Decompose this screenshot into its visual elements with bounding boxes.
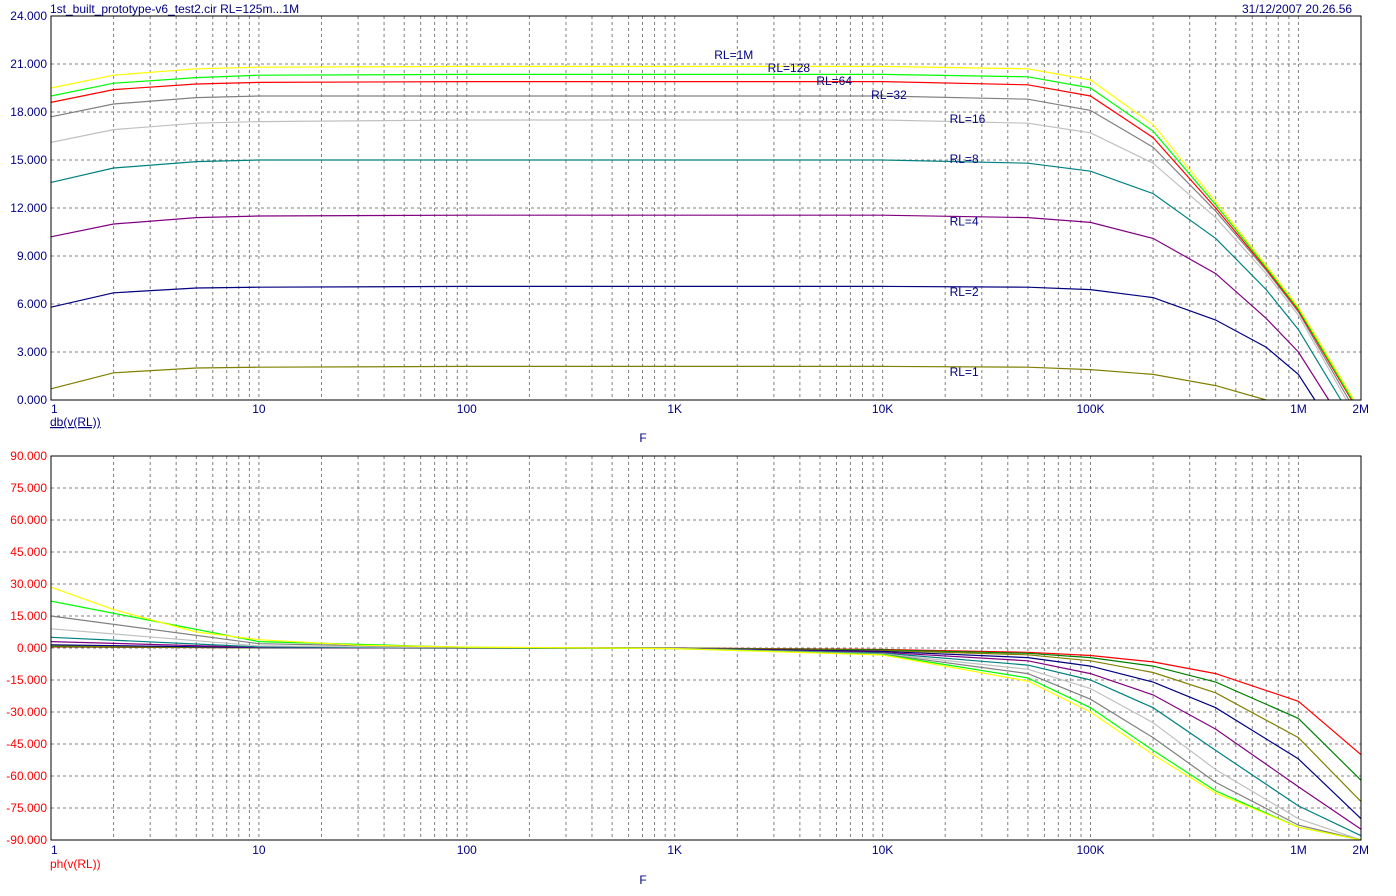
x-tick-label: 2M: [1352, 843, 1369, 857]
x-tick-label: 100K: [1076, 402, 1104, 416]
series-line-rl-2: [50, 645, 1362, 781]
x-tick-label: 10: [252, 402, 266, 416]
y-tick-label: 75.000: [10, 481, 47, 495]
series-line-rl-64: [50, 628, 1362, 841]
x-tick-label: 1: [51, 402, 58, 416]
series-line-rl-1m: [50, 586, 1362, 841]
x-tick-label: 1M: [1290, 402, 1307, 416]
x-tick-label: 1: [51, 843, 58, 857]
series-line-rl-32: [50, 95, 1350, 401]
y-tick-label: 9.000: [17, 249, 47, 263]
y-tick-label: 15.000: [10, 609, 47, 623]
y-axis-label: ph(v(RL)): [50, 857, 101, 871]
series-line-rl-128: [50, 73, 1354, 401]
x-tick-label: 10: [252, 843, 266, 857]
series-line-rl-4: [50, 214, 1330, 401]
series-line-rl-8: [50, 159, 1342, 401]
series-label: RL=128: [768, 61, 811, 75]
y-tick-label: -30.000: [6, 705, 47, 719]
y-tick-label: 15.000: [10, 153, 47, 167]
y-tick-label: -90.000: [6, 833, 47, 847]
x-tick-label: 100K: [1076, 843, 1104, 857]
series-label: RL=64: [816, 74, 852, 88]
y-tick-label: 0.000: [17, 393, 47, 407]
y-tick-label: 3.000: [17, 345, 47, 359]
series-line-rl-2: [50, 285, 1316, 401]
y-tick-label: -60.000: [6, 769, 47, 783]
series-label: RL=1M: [714, 48, 753, 62]
phase-panel: -90.000 -75.000 -60.000 -45.000 -30.000 -15.0…: [6, 449, 1369, 887]
y-tick-label: 90.000: [10, 449, 47, 463]
series-line-rl-16: [50, 641, 1362, 830]
chart-title: 1st_built_prototype-v6_test2.cir RL=125m…: [50, 2, 300, 16]
x-tick-label: 10K: [872, 402, 893, 416]
magnitude-grid: [51, 16, 1361, 400]
series-label: RL=32: [871, 88, 907, 102]
y-tick-label: 21.000: [10, 57, 47, 71]
x-tick-label: 1M: [1290, 843, 1307, 857]
x-tick-label: 100: [457, 843, 477, 857]
x-tick-label: 100: [457, 402, 477, 416]
x-tick-label: 1K: [667, 843, 682, 857]
x-tick-label: 10K: [872, 843, 893, 857]
magnitude-frame: [50, 15, 1362, 401]
y-tick-label: 24.000: [10, 9, 47, 23]
y-tick-label: 60.000: [10, 513, 47, 527]
magnitude-panel: RL=1 RL=2 RL=4 RL=8 RL=16 RL=32 RL=64 RL=128 RL=…: [10, 9, 1369, 445]
y-axis-label: db(v(RL)): [50, 415, 101, 429]
series-label: RL=2: [950, 285, 979, 299]
series-line-rl-1: [50, 365, 1267, 401]
timestamp: 31/12/2007 20.26.56: [1242, 2, 1353, 16]
y-tick-label: 30.000: [10, 577, 47, 591]
y-tick-label: -15.000: [6, 673, 47, 687]
y-tick-label: -45.000: [6, 737, 47, 751]
series-line-rl-16: [50, 119, 1347, 401]
x-tick-label: 2M: [1352, 402, 1369, 416]
series-line-rl-32: [50, 636, 1362, 837]
phase-frame: [50, 455, 1362, 841]
x-axis-label: F: [639, 431, 646, 445]
y-tick-label: 45.000: [10, 545, 47, 559]
y-tick-label: 0.000: [17, 641, 47, 655]
y-tick-label: -75.000: [6, 801, 47, 815]
x-tick-label: 1K: [667, 402, 682, 416]
y-tick-label: 6.000: [17, 297, 47, 311]
series-line-rl-1m: [50, 65, 1355, 401]
x-axis-label: F: [639, 873, 646, 887]
series-label: RL=4: [950, 215, 979, 229]
y-tick-label: 12.000: [10, 201, 47, 215]
series-label: RL=8: [950, 152, 979, 166]
series-label: RL=16: [950, 112, 986, 126]
y-tick-label: 18.000: [10, 105, 47, 119]
series-label: RL=1: [950, 365, 979, 379]
series-line-rl-64: [50, 80, 1353, 401]
series-line-rl-1m: [50, 600, 1362, 841]
